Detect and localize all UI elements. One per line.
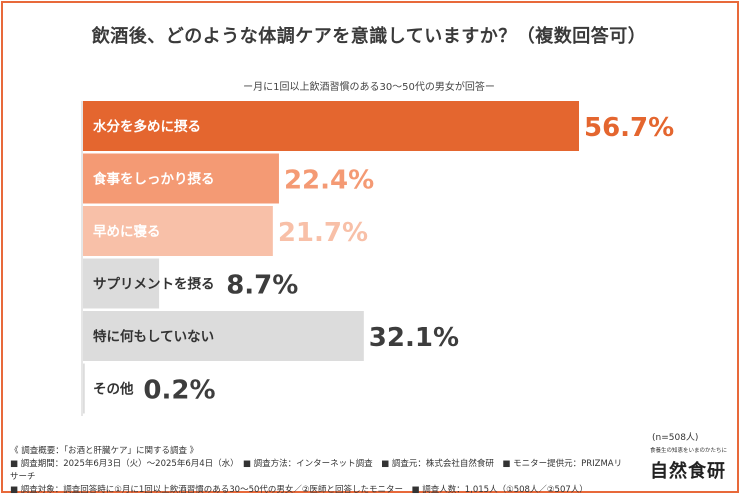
bar-2 bbox=[83, 153, 279, 204]
footer-line-2: ■ 調査期間：2025年6月3日（火）〜2025年6月4日（水） ■ 調査方法：… bbox=[10, 459, 623, 482]
category-label-6: その他 bbox=[93, 381, 134, 398]
footer-line-3: ■ 調査対象：調査回答時に①月に1回以上飲酒習慣のある30〜50代の男女／②医師… bbox=[10, 485, 588, 495]
value-label-2: 22.4% bbox=[284, 166, 374, 196]
survey-footer: 《 調査概要：「お酒と肝臓ケア」に関する調査 》 ■ 調査期間：2025年6月3… bbox=[10, 445, 630, 497]
bar-3 bbox=[83, 206, 273, 256]
category-label-3: 早めに寝る bbox=[93, 223, 161, 240]
bar-4 bbox=[83, 258, 160, 309]
bar-6 bbox=[83, 363, 85, 414]
category-label-4: サプリメントを摂る bbox=[93, 276, 215, 293]
value-label-1: 56.7% bbox=[584, 113, 674, 143]
category-label-5: 特に何もしていない bbox=[93, 328, 214, 345]
footer-line-1: 《 調査概要：「お酒と肝臓ケア」に関する調査 》 bbox=[10, 446, 199, 456]
chart-title: 飲酒後、どのような体調ケアを意識していますか？（複数回答可） bbox=[91, 26, 647, 47]
value-label-3: 21.7% bbox=[278, 218, 368, 248]
bar-5 bbox=[83, 311, 364, 361]
category-label-1: 水分を多めに摂る bbox=[93, 118, 201, 135]
value-label-6: 0.2% bbox=[143, 376, 215, 406]
bar-1 bbox=[83, 101, 579, 151]
brand-tagline: 食養生の知恵をいまのかたちに bbox=[650, 448, 728, 454]
chart-subtitle: ー月に1回以上飲酒習慣のある30〜50代の男女が回答ー bbox=[243, 82, 495, 93]
category-label-2: 食事をしっかり摂る bbox=[93, 171, 215, 188]
sample-size-label: (n=508人) bbox=[652, 433, 699, 443]
brand-name: 自然食研 bbox=[650, 461, 726, 482]
value-label-5: 32.1% bbox=[369, 323, 459, 353]
brand-logo: 食養生の知恵をいまのかたちに 自然食研 bbox=[650, 446, 732, 483]
value-label-4: 8.7% bbox=[226, 271, 298, 301]
